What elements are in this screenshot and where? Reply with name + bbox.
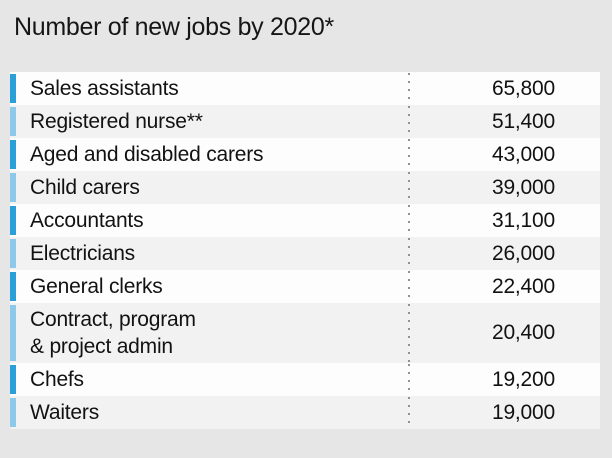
dotted-column-divider bbox=[408, 73, 410, 104]
row-label: Sales assistants bbox=[30, 77, 179, 100]
dotted-column-divider bbox=[408, 364, 410, 395]
row-label: Electricians bbox=[30, 242, 135, 265]
row-label: Aged and disabled carers bbox=[30, 143, 264, 166]
row-value-text: 19,200 bbox=[491, 367, 555, 391]
row-accent-bar bbox=[10, 365, 16, 394]
row-value: 51,400 bbox=[408, 105, 600, 138]
row-value: 19,000 bbox=[408, 396, 600, 429]
row-accent-bar bbox=[10, 206, 16, 235]
row-value: 39,000 bbox=[408, 171, 600, 204]
table-row: Sales assistants 65,800 bbox=[10, 72, 600, 105]
row-value-text: 43,000 bbox=[491, 142, 555, 166]
row-accent-bar bbox=[10, 305, 16, 361]
row-accent-bar bbox=[10, 74, 16, 103]
row-value: 26,000 bbox=[408, 237, 600, 270]
row-value-text: 20,400 bbox=[491, 321, 555, 344]
dotted-column-divider bbox=[408, 205, 410, 236]
row-label: Waiters bbox=[30, 401, 99, 424]
dotted-column-divider bbox=[408, 397, 410, 428]
row-label: General clerks bbox=[30, 275, 163, 298]
jobs-table: Sales assistants 65,800 Registered nurse… bbox=[10, 72, 600, 429]
table-row: Chefs 19,200 bbox=[10, 363, 600, 396]
row-value: 65,800 bbox=[408, 72, 600, 105]
table-row: Waiters 19,000 bbox=[10, 396, 600, 429]
table-row: Contract, program & project admin 20,400 bbox=[10, 303, 600, 363]
table-row: Child carers 39,000 bbox=[10, 171, 600, 204]
row-value-text: 19,000 bbox=[491, 400, 555, 424]
row-label: Child carers bbox=[30, 176, 140, 199]
row-accent-bar bbox=[10, 398, 16, 427]
row-label: Accountants bbox=[30, 209, 144, 232]
row-label: Registered nurse** bbox=[30, 110, 203, 133]
row-label: Chefs bbox=[30, 368, 84, 391]
row-value-text: 22,400 bbox=[491, 274, 555, 298]
table-row: General clerks 22,400 bbox=[10, 270, 600, 303]
dotted-column-divider bbox=[408, 172, 410, 203]
row-value-text: 39,000 bbox=[491, 175, 555, 199]
row-accent-bar bbox=[10, 140, 16, 169]
table-row: Accountants 31,100 bbox=[10, 204, 600, 237]
row-value: 19,200 bbox=[408, 363, 600, 396]
row-value-text: 31,100 bbox=[491, 208, 555, 232]
row-accent-bar bbox=[10, 272, 16, 301]
row-accent-bar bbox=[10, 173, 16, 202]
dotted-column-divider bbox=[408, 238, 410, 269]
row-value: 20,400 bbox=[408, 303, 600, 363]
table-row: Registered nurse** 51,400 bbox=[10, 105, 600, 138]
row-value-text: 65,800 bbox=[491, 76, 555, 100]
row-value: 31,100 bbox=[408, 204, 600, 237]
table-row: Aged and disabled carers 43,000 bbox=[10, 138, 600, 171]
row-value-text: 26,000 bbox=[491, 241, 555, 265]
row-value: 43,000 bbox=[408, 138, 600, 171]
row-accent-bar bbox=[10, 107, 16, 136]
chart-title: Number of new jobs by 2020* bbox=[14, 13, 334, 41]
dotted-column-divider bbox=[408, 106, 410, 137]
row-accent-bar bbox=[10, 239, 16, 268]
row-label: Contract, program & project admin bbox=[30, 308, 196, 358]
row-value-text: 51,400 bbox=[491, 109, 555, 133]
dotted-column-divider bbox=[408, 304, 410, 362]
dotted-column-divider bbox=[408, 139, 410, 170]
table-row: Electricians 26,000 bbox=[10, 237, 600, 270]
row-value: 22,400 bbox=[408, 270, 600, 303]
dotted-column-divider bbox=[408, 271, 410, 302]
